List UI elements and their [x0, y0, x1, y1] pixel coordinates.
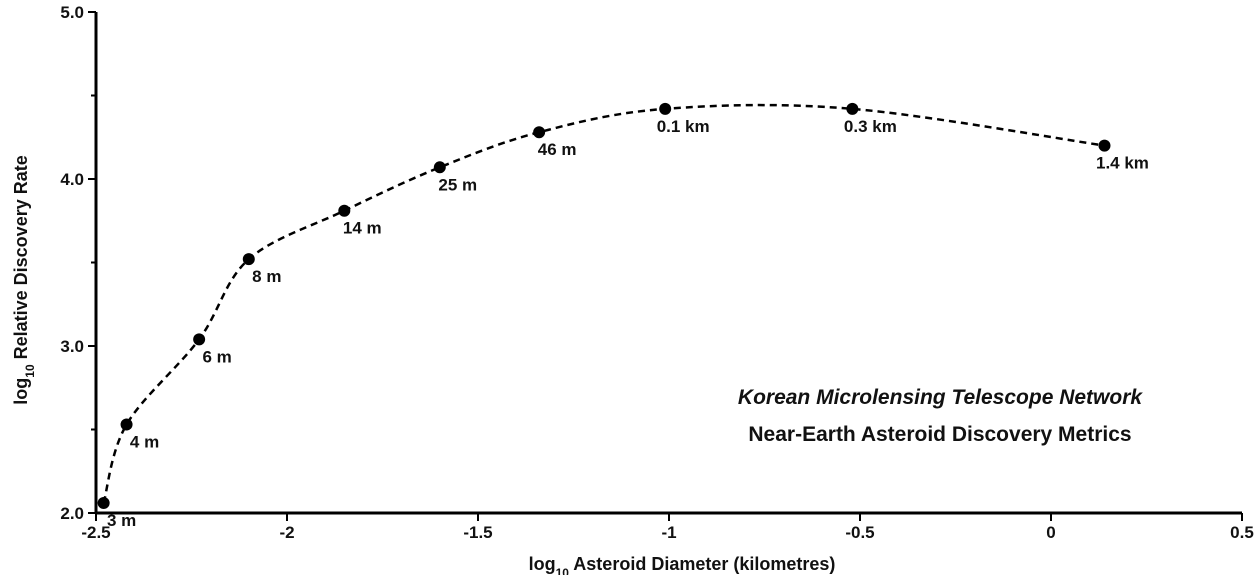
data-point: [193, 333, 206, 346]
x-tick-label: -1: [661, 523, 676, 542]
x-tick-label: -2.5: [81, 523, 110, 542]
data-point: [338, 204, 351, 217]
data-point: [242, 253, 255, 266]
trend-curve: [102, 103, 1105, 504]
x-tick-label: 0: [1046, 523, 1055, 542]
annotation-metrics-title: Near-Earth Asteroid Discovery Metrics: [748, 423, 1131, 446]
x-tick-label: -1.5: [463, 523, 492, 542]
data-points: [97, 102, 1111, 509]
data-point: [97, 496, 110, 509]
data-point: [533, 126, 546, 139]
data-point-label: 0.1 km: [657, 117, 710, 136]
axes: [88, 11, 1243, 521]
data-point-label: 4 m: [130, 432, 159, 451]
data-point: [120, 418, 133, 431]
y-tick-label: 5.0: [60, 3, 84, 22]
data-point-label: 14 m: [343, 219, 382, 238]
data-point-label: 6 m: [202, 347, 231, 366]
y-tick-label: 2.0: [60, 504, 84, 523]
x-tick-label: -2: [279, 523, 294, 542]
y-tick-label: 3.0: [60, 337, 84, 356]
data-point: [659, 102, 672, 115]
data-point: [433, 161, 446, 174]
x-tick-label: -0.5: [845, 523, 874, 542]
data-point-label: 0.3 km: [844, 117, 897, 136]
point-labels: 3 m 4 m 6 m 8 m 14 m 25 m 46 m 0.1 km 0.3 km 1.4 …: [107, 117, 1149, 530]
y-axis-title: log10 Relative Discovery Rate: [11, 155, 37, 404]
annotation-network-name: Korean Microlensing Telescope Network: [738, 386, 1143, 409]
x-axis-title: log10 Asteroid Diameter (kilometres): [529, 554, 836, 575]
data-point-label: 46 m: [538, 140, 577, 159]
data-point-label: 3 m: [107, 511, 136, 530]
data-point-label: 25 m: [438, 175, 477, 194]
data-point-label: 8 m: [252, 267, 281, 286]
data-point: [846, 102, 859, 115]
data-point: [1098, 139, 1111, 152]
y-tick-label: 4.0: [60, 170, 84, 189]
data-point-label: 1.4 km: [1096, 154, 1149, 173]
x-tick-label: 0.5: [1230, 523, 1254, 542]
tick-labels: -2.5 -2 -1.5 -1 -0.5 0 0.5 2.0 3.0 4.0 5.0: [60, 3, 1253, 542]
dashed-trend-line: [102, 103, 1105, 504]
